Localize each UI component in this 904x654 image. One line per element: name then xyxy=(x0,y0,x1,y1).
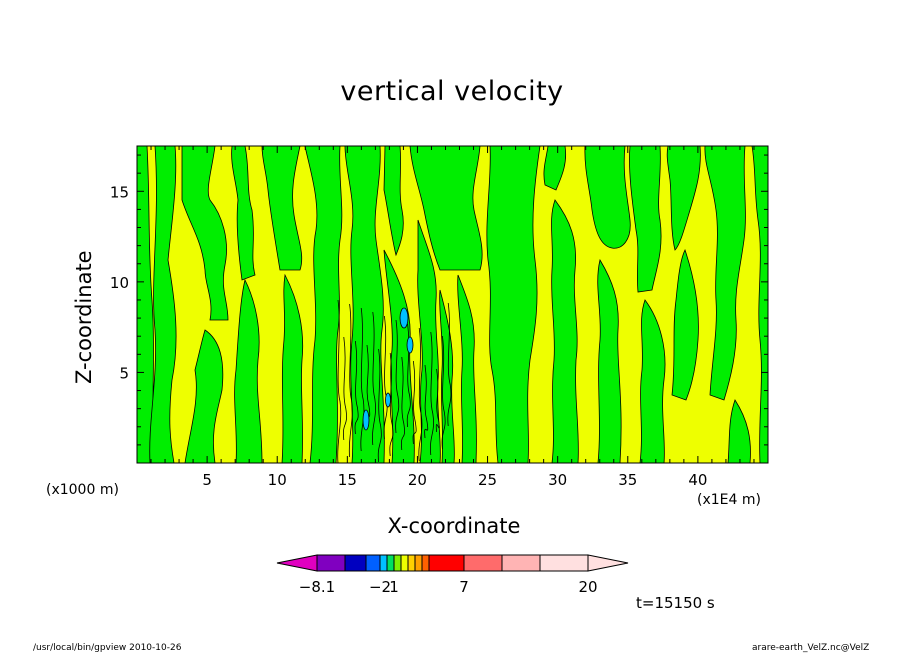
footer-program-path: /usr/local/bin/gpview 2010-10-26 xyxy=(33,643,182,653)
downdraft-region xyxy=(671,248,699,401)
contour-line xyxy=(337,299,342,463)
x-tick-label: 40 xyxy=(688,471,707,489)
y-axis-label: Z-coordinate xyxy=(72,250,96,384)
colorbar-bin xyxy=(386,554,395,572)
downdraft-region xyxy=(344,146,385,463)
contour-line xyxy=(377,348,382,463)
downdraft-core xyxy=(399,307,409,329)
colorbar-bin xyxy=(428,554,465,572)
colorbar-bin xyxy=(316,554,346,572)
downdraft-core xyxy=(362,409,370,431)
x-tick-label: 10 xyxy=(268,471,287,489)
downdraft-region xyxy=(597,258,622,463)
colorbar-extend-high xyxy=(587,554,629,572)
downdraft-region xyxy=(551,199,579,463)
x-tick-label: 30 xyxy=(548,471,567,489)
colorbar-bin xyxy=(414,554,423,572)
contour-line xyxy=(447,302,452,427)
downdraft-core xyxy=(406,336,414,354)
colorbar-label: 20 xyxy=(578,578,597,596)
colorbar-bin xyxy=(365,554,381,572)
plot-frame xyxy=(136,145,769,464)
downdraft-region xyxy=(234,278,263,463)
colorbar-label: 7 xyxy=(459,578,469,596)
colorbar-bin xyxy=(407,554,416,572)
contour-line xyxy=(354,340,359,435)
chart-title: vertical velocity xyxy=(340,76,564,107)
colorbar-bin xyxy=(463,554,503,572)
downdraft-region xyxy=(417,219,441,463)
y-tick-label: 5 xyxy=(119,364,129,382)
downdraft-region xyxy=(751,146,768,463)
downdraft-region xyxy=(727,399,751,463)
downdraft-region xyxy=(181,146,229,321)
y-tick-label: 15 xyxy=(110,183,129,201)
colorbar-bin xyxy=(393,554,402,572)
colorbar-label: −8.1 xyxy=(299,578,335,596)
contour-line xyxy=(418,327,423,462)
downdraft-region xyxy=(584,146,631,249)
colorbar-bin xyxy=(539,554,589,572)
contour-line xyxy=(395,319,400,434)
downdraft-region xyxy=(149,146,177,463)
colorbar: −8.1 −21 7 20 xyxy=(276,554,629,596)
colorbar-bin xyxy=(421,554,430,572)
contour-line xyxy=(401,356,405,451)
contour-line xyxy=(412,360,417,445)
downdraft-region xyxy=(543,146,567,191)
y-tick-label: 10 xyxy=(110,274,129,292)
contour-line xyxy=(389,352,394,457)
colorbar-extend-low xyxy=(276,554,318,572)
downdraft-region xyxy=(304,146,343,463)
downdraft-region xyxy=(184,329,224,463)
x-tick-label: 15 xyxy=(338,471,357,489)
colorbar-bin xyxy=(400,554,409,572)
downdraft-region xyxy=(439,289,455,463)
downdraft-region xyxy=(383,146,404,257)
colorbar-bin xyxy=(501,554,541,572)
downdraft-region xyxy=(704,146,746,401)
x-axis: 5 10 15 20 25 30 35 40 xyxy=(150,146,755,489)
downdraft-region xyxy=(666,146,701,251)
x-unit-note: (x1000 m) xyxy=(46,482,119,498)
downdraft-region xyxy=(261,146,303,271)
contour-line xyxy=(424,364,429,439)
contour-line xyxy=(348,303,353,458)
downdraft-region xyxy=(457,274,477,463)
downdraft-core xyxy=(385,392,391,408)
contour-line xyxy=(372,311,376,446)
plot-area xyxy=(136,145,769,464)
contour-line xyxy=(343,336,347,441)
downdraft-region xyxy=(231,146,256,281)
contour-line xyxy=(435,368,440,433)
contour-line xyxy=(441,335,446,450)
time-label: t=15150 s xyxy=(636,594,715,612)
x-range-note: (x1E4 m) xyxy=(697,492,761,508)
x-tick-label: 20 xyxy=(408,471,427,489)
y-axis: 5 10 15 xyxy=(110,154,768,446)
x-axis-label: X-coordinate xyxy=(387,514,521,538)
colorbar-bin xyxy=(379,554,388,572)
x-tick-label: 5 xyxy=(202,471,212,489)
colorbar-label: −2 xyxy=(369,578,391,596)
contour-line xyxy=(360,307,365,452)
downdraft-region xyxy=(383,249,415,463)
downdraft-region xyxy=(629,146,662,293)
colorbar-label: 1 xyxy=(389,578,399,596)
downdraft-region xyxy=(409,146,483,271)
downdraft-region xyxy=(281,273,304,463)
x-tick-label: 35 xyxy=(618,471,637,489)
x-tick-label: 25 xyxy=(478,471,497,489)
downdraft-region xyxy=(639,299,666,463)
contour-line xyxy=(430,331,434,456)
footer-file-variable: arare-earth_VelZ.nc@VelZ xyxy=(752,643,870,653)
colorbar-bin xyxy=(344,554,367,572)
